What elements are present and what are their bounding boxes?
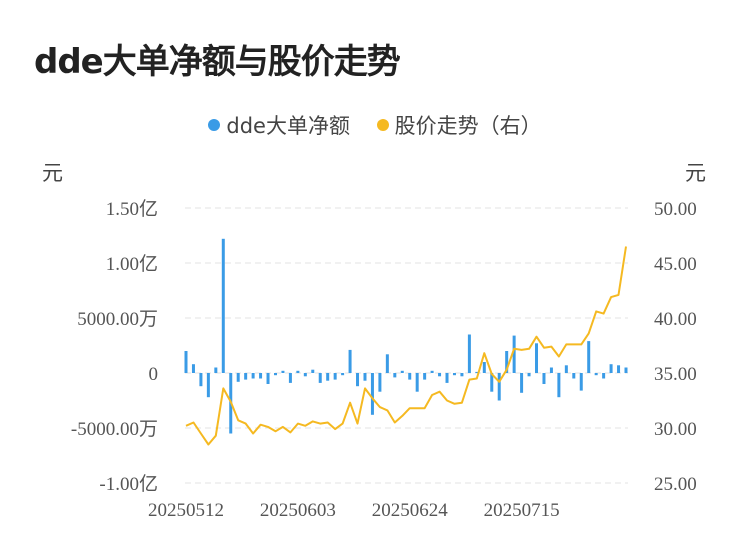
bar — [356, 373, 360, 387]
bar — [609, 364, 613, 373]
bar — [311, 369, 315, 373]
legend: dde大单净额 股价走势（右） — [0, 110, 750, 140]
bar — [438, 373, 442, 377]
bar — [191, 364, 195, 373]
bar — [535, 343, 539, 373]
left-tick-label: 5000.00万 — [77, 309, 158, 330]
bar — [363, 373, 367, 381]
bar — [199, 373, 203, 387]
legend-line-label: 股价走势（右） — [394, 114, 542, 138]
bar — [303, 373, 307, 377]
bar — [564, 365, 568, 373]
left-tick-label: -5000.00万 — [71, 419, 158, 440]
legend-item-bar[interactable]: dde大单净额 — [208, 110, 350, 140]
bar — [288, 373, 292, 383]
bar — [520, 373, 524, 393]
bar — [385, 354, 389, 373]
bar — [452, 373, 456, 376]
bar — [370, 373, 374, 415]
legend-bar-label: dde大单净额 — [226, 114, 350, 138]
bar — [378, 373, 382, 392]
bar — [251, 373, 255, 379]
bar — [259, 373, 263, 379]
legend-line-marker — [376, 119, 389, 131]
bar — [475, 371, 479, 373]
bar — [482, 362, 486, 373]
x-tick-label: 20250624 — [372, 500, 449, 521]
bar — [273, 373, 277, 376]
x-tick-label: 20250512 — [148, 500, 224, 521]
bar — [460, 373, 464, 377]
bar — [408, 373, 412, 380]
bar — [549, 367, 553, 373]
bar — [400, 370, 404, 373]
chart-title: dde大单净额与股价走势 — [34, 42, 401, 82]
bar — [527, 373, 531, 377]
bar — [184, 351, 188, 373]
bar — [326, 373, 330, 381]
price-line — [185, 246, 627, 446]
right-tick-label: 50.00 — [654, 199, 697, 220]
bar — [423, 373, 427, 380]
bar — [341, 373, 345, 376]
bar — [221, 238, 225, 373]
bar — [348, 349, 352, 373]
bar — [430, 370, 434, 373]
left-tick-label: -1.00亿 — [99, 473, 158, 495]
bar — [467, 334, 471, 373]
bar — [244, 373, 248, 380]
bar — [572, 373, 576, 379]
bar — [296, 370, 300, 373]
left-tick-label: 1.50亿 — [106, 198, 158, 220]
x-tick-label: 20250715 — [484, 500, 560, 521]
legend-bar-marker — [208, 119, 221, 131]
bar — [557, 373, 561, 398]
bar — [214, 367, 218, 373]
right-axis-unit: 元 — [685, 161, 706, 185]
bar — [579, 373, 583, 391]
right-tick-label: 35.00 — [654, 364, 697, 385]
bar — [236, 373, 240, 382]
bar — [333, 373, 337, 380]
bar — [393, 373, 397, 378]
right-tick-label: 25.00 — [654, 474, 697, 495]
bar — [281, 370, 285, 373]
right-tick-label: 30.00 — [654, 419, 697, 440]
right-tick-label: 40.00 — [654, 309, 697, 330]
right-tick-label: 45.00 — [654, 254, 697, 275]
bar — [617, 365, 621, 373]
bar — [512, 335, 516, 373]
x-tick-label: 20250603 — [260, 500, 336, 521]
bar — [505, 351, 509, 373]
left-axis-unit: 元 — [42, 161, 63, 185]
left-tick-label: 1.00亿 — [106, 253, 158, 275]
bar — [415, 373, 419, 392]
bar — [594, 373, 598, 376]
legend-item-line[interactable]: 股价走势（右） — [376, 110, 542, 140]
bar — [266, 373, 270, 384]
bar — [318, 373, 322, 383]
bar — [587, 341, 591, 373]
bar — [206, 373, 210, 398]
bar — [602, 373, 606, 379]
bar — [490, 373, 494, 392]
bar — [497, 373, 501, 401]
bar — [624, 367, 628, 373]
bar — [542, 373, 546, 384]
bar — [445, 373, 449, 383]
left-tick-label: 0 — [149, 364, 159, 385]
